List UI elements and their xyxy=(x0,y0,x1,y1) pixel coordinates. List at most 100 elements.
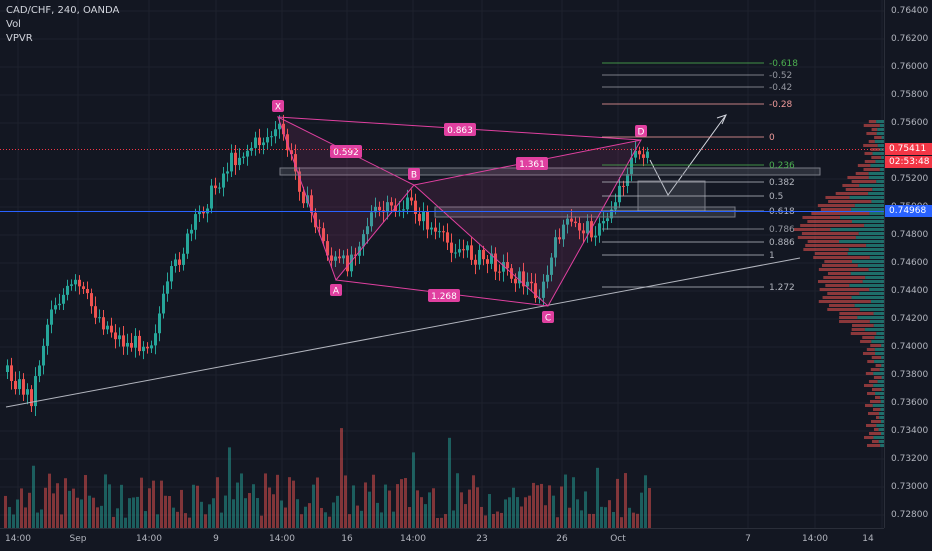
symbol-label[interactable]: CAD/CHF, 240, OANDA xyxy=(6,5,120,16)
vpvr-bar xyxy=(872,404,884,407)
candle-body xyxy=(626,174,629,187)
candle-body xyxy=(230,152,233,172)
candle-body xyxy=(310,195,313,213)
fib-level-label: 1.272 xyxy=(769,283,795,293)
candle-body xyxy=(466,245,469,251)
fib-level-label: 0.236 xyxy=(769,161,795,171)
price-chart[interactable]: X A B C D 0.863 0.592 1.361 1.268 -0.618 -0.52 -0.… xyxy=(0,0,884,528)
vpvr-bar xyxy=(869,320,884,323)
volume-bar xyxy=(504,499,507,528)
volume-bar xyxy=(632,512,635,528)
candle-body xyxy=(178,259,181,265)
vpvr-bar xyxy=(851,180,877,183)
horizontal-line-price-tag: 0.74968 xyxy=(885,205,932,218)
pattern-point-marker xyxy=(542,311,554,323)
candle-body xyxy=(106,325,109,330)
volume-bar xyxy=(616,478,619,528)
volume-bar xyxy=(544,505,547,528)
candle-body xyxy=(138,335,141,352)
candle-body xyxy=(274,129,277,137)
volume-bar xyxy=(532,482,535,528)
vpvr-bar xyxy=(863,124,880,127)
volume-bar xyxy=(376,502,379,528)
time-axis[interactable]: 14:00 Sep 14:00 9 14:00 16 14:00 23 26 Oct 7 14:00 1… xyxy=(0,528,884,551)
vpvr-bar xyxy=(870,164,884,167)
vpvr-bar xyxy=(881,156,884,159)
candle-body xyxy=(18,379,21,390)
candle-body xyxy=(42,345,45,366)
volume-bar xyxy=(564,474,567,528)
candle-body xyxy=(110,325,113,333)
volume-bars xyxy=(4,428,651,528)
volume-bar xyxy=(312,484,315,528)
vpvr-bar xyxy=(854,204,884,207)
time-tick-label: 14:00 xyxy=(5,534,31,544)
candle-body xyxy=(206,208,209,214)
vpvr-bar xyxy=(866,244,884,247)
volume-bar xyxy=(188,517,191,528)
volume-bar xyxy=(72,488,75,528)
chart-area[interactable]: X A B C D 0.863 0.592 1.361 1.268 -0.618 -0.52 -0.… xyxy=(0,0,884,528)
volume-bar xyxy=(360,510,363,528)
volume-bar xyxy=(584,491,587,528)
volume-indicator-label[interactable]: Vol xyxy=(6,19,21,30)
price-tick-label: 0.74600 xyxy=(891,258,929,268)
vpvr-bar xyxy=(847,176,869,179)
vpvr-bar xyxy=(864,160,876,163)
candle-body xyxy=(566,218,569,225)
vpvr-bar xyxy=(878,440,884,443)
vpvr-bar xyxy=(866,424,877,427)
volume-bar xyxy=(324,512,327,528)
vpvr-bar xyxy=(825,284,850,287)
volume-bar xyxy=(488,494,491,528)
vpvr-bar xyxy=(878,412,884,415)
vpvr-bar xyxy=(876,416,880,419)
vpvr-bar xyxy=(839,320,870,323)
volume-bar xyxy=(80,499,83,528)
volume-bar xyxy=(496,511,499,528)
volume-bar xyxy=(456,473,459,528)
volume-bar xyxy=(592,513,595,528)
candle-body xyxy=(194,214,197,230)
volume-bar xyxy=(620,517,623,528)
vpvr-bar xyxy=(873,384,884,387)
candle-body xyxy=(366,226,369,235)
volume-bar xyxy=(340,428,343,528)
volume-bar xyxy=(232,499,235,528)
candle-body xyxy=(214,185,217,189)
candle-body xyxy=(130,342,133,348)
volume-bar xyxy=(624,473,627,528)
fib-level-label: -0.42 xyxy=(769,83,792,93)
candle-body xyxy=(210,185,213,209)
volume-bar xyxy=(292,480,295,528)
price-axis[interactable]: 0.76400 0.76200 0.76000 0.75800 0.75600 0.752… xyxy=(884,0,932,528)
candle-body xyxy=(62,294,65,304)
vpvr-bar xyxy=(855,236,884,239)
vpvr-bar xyxy=(879,124,884,127)
candle-body xyxy=(482,249,485,260)
volume-bar xyxy=(352,485,355,528)
candle-body xyxy=(118,335,121,340)
vpvr-bar xyxy=(824,260,852,263)
price-tick-label: 0.73600 xyxy=(891,398,929,408)
volume-bar xyxy=(356,505,359,528)
candle-body xyxy=(86,288,89,294)
candle-body xyxy=(26,389,29,395)
volume-bar xyxy=(264,473,267,528)
candle-body xyxy=(450,242,453,253)
fib-level-label: 0.5 xyxy=(769,192,783,202)
candle-body xyxy=(486,259,489,264)
volume-bar xyxy=(380,512,383,528)
vpvr-indicator-label[interactable]: VPVR xyxy=(6,33,33,44)
candle-body xyxy=(602,221,605,224)
vpvr-bar xyxy=(848,248,884,251)
candlesticks xyxy=(6,114,649,417)
time-tick-label: 14:00 xyxy=(802,534,828,544)
volume-bar xyxy=(536,485,539,528)
volume-bar xyxy=(408,507,411,528)
volume-bar xyxy=(548,485,551,528)
price-tick-label: 0.73000 xyxy=(891,482,929,492)
pattern-point-label: X xyxy=(275,103,281,113)
vpvr-bar xyxy=(875,392,884,395)
candle-body xyxy=(394,205,397,212)
